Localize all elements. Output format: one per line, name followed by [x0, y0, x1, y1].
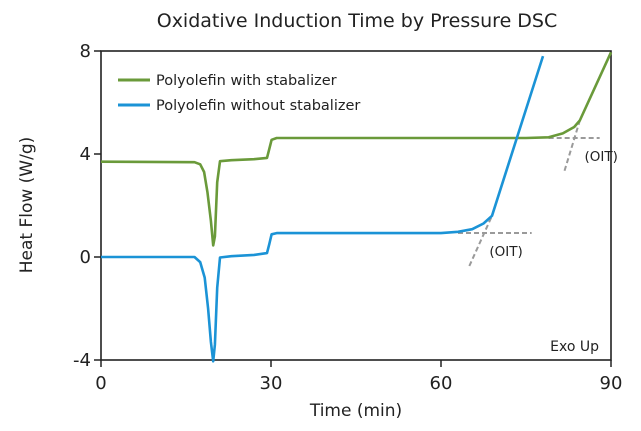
series-line-with-stabalizer	[100, 51, 613, 247]
x-tick-label: 0	[95, 373, 106, 394]
series-line-without-stabalizer	[101, 55, 545, 363]
plot-frame	[100, 50, 612, 361]
oit-markers: (OIT) (OIT)	[458, 120, 618, 267]
exo-up-annotation: Exo Up	[550, 339, 599, 355]
series-lines	[100, 51, 613, 363]
y-tick-label: 0	[80, 247, 91, 268]
chart-title: Oxidative Induction Time by Pressure DSC	[157, 10, 558, 32]
x-tick-label: 30	[260, 373, 283, 394]
oit-tangent-line	[563, 120, 581, 172]
y-tick-label: -4	[73, 350, 91, 371]
x-tick-label: 90	[600, 373, 623, 394]
oit-tangent-line	[468, 215, 493, 267]
legend: Polyolefin with stabalizer Polyolefin wi…	[118, 73, 360, 114]
y-tick-label: 4	[80, 144, 91, 165]
y-axis-label: Heat Flow (W/g)	[17, 137, 37, 274]
y-axis-ticks: -4 0 4 8	[73, 41, 101, 371]
legend-label-without-stabalizer: Polyolefin without stabalizer	[156, 98, 360, 114]
oit-label: (OIT)	[585, 149, 618, 165]
legend-label-with-stabalizer: Polyolefin with stabalizer	[156, 73, 337, 89]
oit-label: (OIT)	[489, 244, 522, 260]
x-axis-ticks: 0 30 60 90	[95, 360, 622, 394]
y-tick-label: 8	[80, 41, 91, 62]
x-tick-label: 60	[430, 373, 453, 394]
x-axis-label: Time (min)	[309, 401, 402, 421]
